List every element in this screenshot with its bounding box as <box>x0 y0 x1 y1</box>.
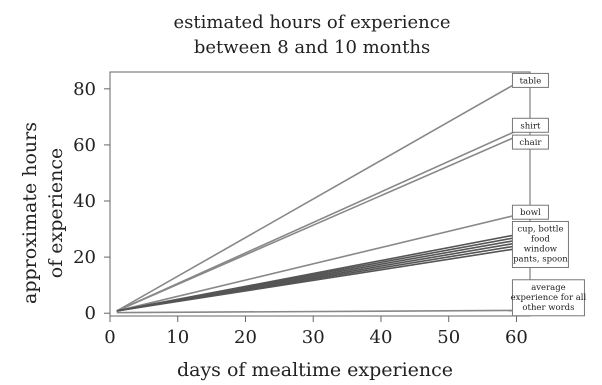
series-label-line: cup, bottle <box>517 224 563 234</box>
x-tick-label: 40 <box>370 327 393 348</box>
x-tick-label: 30 <box>302 327 325 348</box>
series-line-table <box>116 82 517 312</box>
x-tick-label: 20 <box>234 327 257 348</box>
y-tick-label: 20 <box>73 247 96 268</box>
series-label-line: experience for all <box>511 293 587 303</box>
y-tick-label: 60 <box>73 135 96 156</box>
x-tick-label: 60 <box>505 327 528 348</box>
x-axis-ticks: 0 10 20 30 40 50 60 <box>104 316 528 348</box>
series-line-shirt <box>116 130 517 312</box>
series-label-text: chair <box>519 138 542 148</box>
x-axis-label: days of mealtime experience <box>177 359 453 381</box>
series-label-box <box>511 279 585 317</box>
series-label-box <box>511 204 549 220</box>
series-line-average <box>116 309 517 314</box>
series-label-line: pants, spoon <box>513 254 568 264</box>
series-label-chair: chair <box>511 134 549 150</box>
plot-frame <box>109 71 531 317</box>
series-label-line: window <box>524 244 558 254</box>
x-tick-label: 10 <box>166 327 189 348</box>
series-lines <box>116 82 517 314</box>
series-labels: table shirt chair bowl cup, bottlefoodwindow… <box>511 72 587 317</box>
y-axis-label-line-1: approximate hours <box>19 122 41 304</box>
series-line-bowl <box>116 214 517 312</box>
series-label-text: bowl <box>520 208 541 218</box>
y-axis-ticks: 0 20 40 60 80 <box>73 79 110 324</box>
series-label-text: table <box>520 76 542 86</box>
series-label-line: food <box>531 234 550 244</box>
y-axis-label-line-2: of experience <box>45 148 67 278</box>
chart-title-line-1: estimated hours of experience <box>174 12 451 33</box>
series-line-spoon <box>116 247 517 312</box>
series-label-box <box>511 220 569 268</box>
y-tick-label: 0 <box>85 303 96 324</box>
x-tick-label: 50 <box>437 327 460 348</box>
y-tick-label: 80 <box>73 79 96 100</box>
x-tick-label: 0 <box>104 327 115 348</box>
series-label-box <box>511 117 549 133</box>
series-label-text: shirt <box>520 121 541 131</box>
series-label-line: average <box>531 283 566 293</box>
series-line-chair <box>116 135 517 312</box>
series-label-shirt: shirt <box>511 117 549 133</box>
series-label-line: other words <box>522 303 574 313</box>
series-label-bowl: bowl <box>511 204 549 220</box>
series-label-box <box>511 72 549 88</box>
series-label-box <box>511 134 549 150</box>
y-tick-label: 40 <box>73 191 96 212</box>
chart-title-line-2: between 8 and 10 months <box>194 37 430 58</box>
series-label-table: table <box>511 72 549 88</box>
